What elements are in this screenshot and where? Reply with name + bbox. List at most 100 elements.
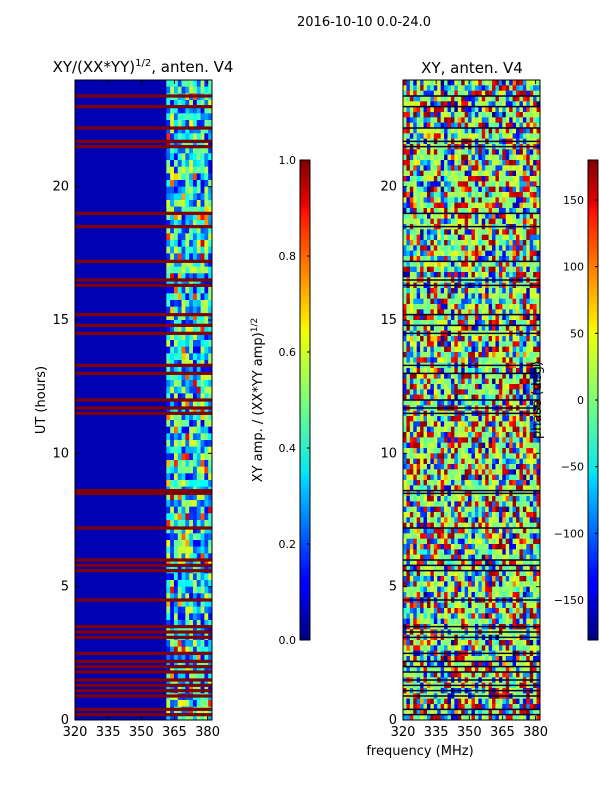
- phase-cell: [454, 474, 459, 481]
- phase-cell: [461, 272, 465, 278]
- phase-cell: [457, 186, 462, 193]
- amplitude-cell: [204, 333, 209, 341]
- phase-cell: [536, 442, 541, 449]
- phase-cell: [450, 373, 455, 379]
- amplitude-cell: [181, 446, 186, 454]
- phase-cell: [413, 394, 417, 401]
- amplitude-cell: [173, 320, 179, 327]
- phase-cell: [440, 517, 445, 523]
- phase-cell: [450, 533, 455, 539]
- phase-cell: [437, 256, 441, 262]
- phase-cell: [478, 192, 483, 198]
- amplitude-cell: [170, 573, 175, 581]
- amplitude-cell: [173, 580, 179, 587]
- phase-cell: [468, 426, 472, 433]
- phase-cell: [536, 272, 541, 278]
- amplitude-cell: [166, 180, 171, 187]
- amplitude-cell: [185, 340, 190, 347]
- phase-cell: [529, 528, 534, 534]
- phase-cell: [440, 400, 445, 406]
- phase-cell: [450, 112, 455, 118]
- amplitude-cell: [204, 340, 209, 347]
- phase-cell: [420, 202, 424, 209]
- amplitude-cell: [181, 113, 186, 121]
- phase-cell: [488, 341, 493, 347]
- phase-cell: [522, 448, 527, 454]
- phase-cell: [403, 528, 407, 534]
- phase-cell: [512, 309, 517, 315]
- phase-cell: [454, 485, 459, 491]
- amplitude-cell: [196, 526, 201, 534]
- phase-cell: [403, 170, 407, 177]
- phase-cell: [457, 208, 462, 214]
- phase-cell: [468, 149, 472, 155]
- phase-cell: [505, 384, 510, 390]
- amplitude-cell: [185, 226, 190, 234]
- amplitude-cell: [192, 646, 198, 654]
- phase-cell: [416, 437, 421, 443]
- phase-cell: [468, 320, 472, 326]
- phase-cell: [474, 250, 479, 257]
- phase-cell: [536, 101, 541, 107]
- amplitude-cell: [189, 640, 194, 647]
- phase-cell: [430, 186, 435, 193]
- phase-cell: [454, 218, 459, 225]
- amplitude-cell: [177, 126, 182, 134]
- phase-cell: [420, 208, 424, 214]
- phase-cell: [444, 170, 448, 177]
- amplitude-cell: [204, 413, 209, 421]
- phase-cell: [454, 309, 459, 315]
- amplitude-cell: [208, 620, 213, 627]
- amplitude-cell: [170, 193, 175, 201]
- phase-cell: [488, 357, 493, 363]
- phase-cell: [533, 154, 537, 161]
- phase-cell: [533, 186, 537, 193]
- phase-cell: [485, 368, 489, 374]
- phase-cell: [437, 533, 441, 539]
- amplitude-cell: [196, 100, 201, 107]
- phase-cell: [529, 192, 534, 198]
- phase-cell: [478, 218, 483, 225]
- amplitude-cell: [177, 386, 182, 394]
- phase-cell: [420, 384, 424, 390]
- phase-cell: [474, 176, 479, 182]
- amplitude-cell: [181, 460, 186, 467]
- phase-cell: [474, 501, 479, 507]
- amplitude-cell: [200, 680, 205, 687]
- phase-cell: [495, 533, 500, 539]
- amplitude-cell: [170, 253, 175, 261]
- flagged-time-row: [75, 707, 212, 711]
- phase-cell: [481, 533, 486, 539]
- phase-cell: [526, 197, 531, 203]
- y-tick-label: 10: [52, 446, 69, 461]
- phase-cell: [498, 576, 503, 582]
- phase-cell: [478, 453, 483, 459]
- phase-cell: [457, 501, 462, 507]
- phase-cell: [474, 101, 479, 107]
- phase-cell: [522, 320, 527, 326]
- phase-cell: [536, 506, 541, 513]
- phase-cell: [505, 533, 510, 539]
- phase-cell: [529, 464, 534, 470]
- amplitude-cell: [185, 313, 190, 321]
- phase-cell: [437, 346, 441, 353]
- amplitude-cell: [173, 480, 179, 487]
- phase-cell: [461, 314, 465, 321]
- amplitude-cell: [181, 453, 186, 461]
- phase-cell: [512, 448, 517, 454]
- phase-cell: [471, 202, 476, 209]
- phase-cell: [505, 453, 510, 459]
- phase-cell: [492, 240, 496, 246]
- amplitude-cell: [196, 453, 201, 461]
- phase-cell: [406, 432, 411, 438]
- amplitude-cell: [177, 393, 182, 401]
- phase-cell: [495, 538, 500, 545]
- phase-cell: [403, 576, 407, 582]
- amplitude-cell: [173, 286, 179, 294]
- phase-cell: [516, 298, 520, 305]
- phase-cell: [420, 218, 424, 225]
- colorbar-tick-label: 0.0: [279, 634, 297, 647]
- phase-cell: [478, 266, 483, 273]
- phase-cell: [450, 544, 455, 550]
- phase-cell: [488, 432, 493, 438]
